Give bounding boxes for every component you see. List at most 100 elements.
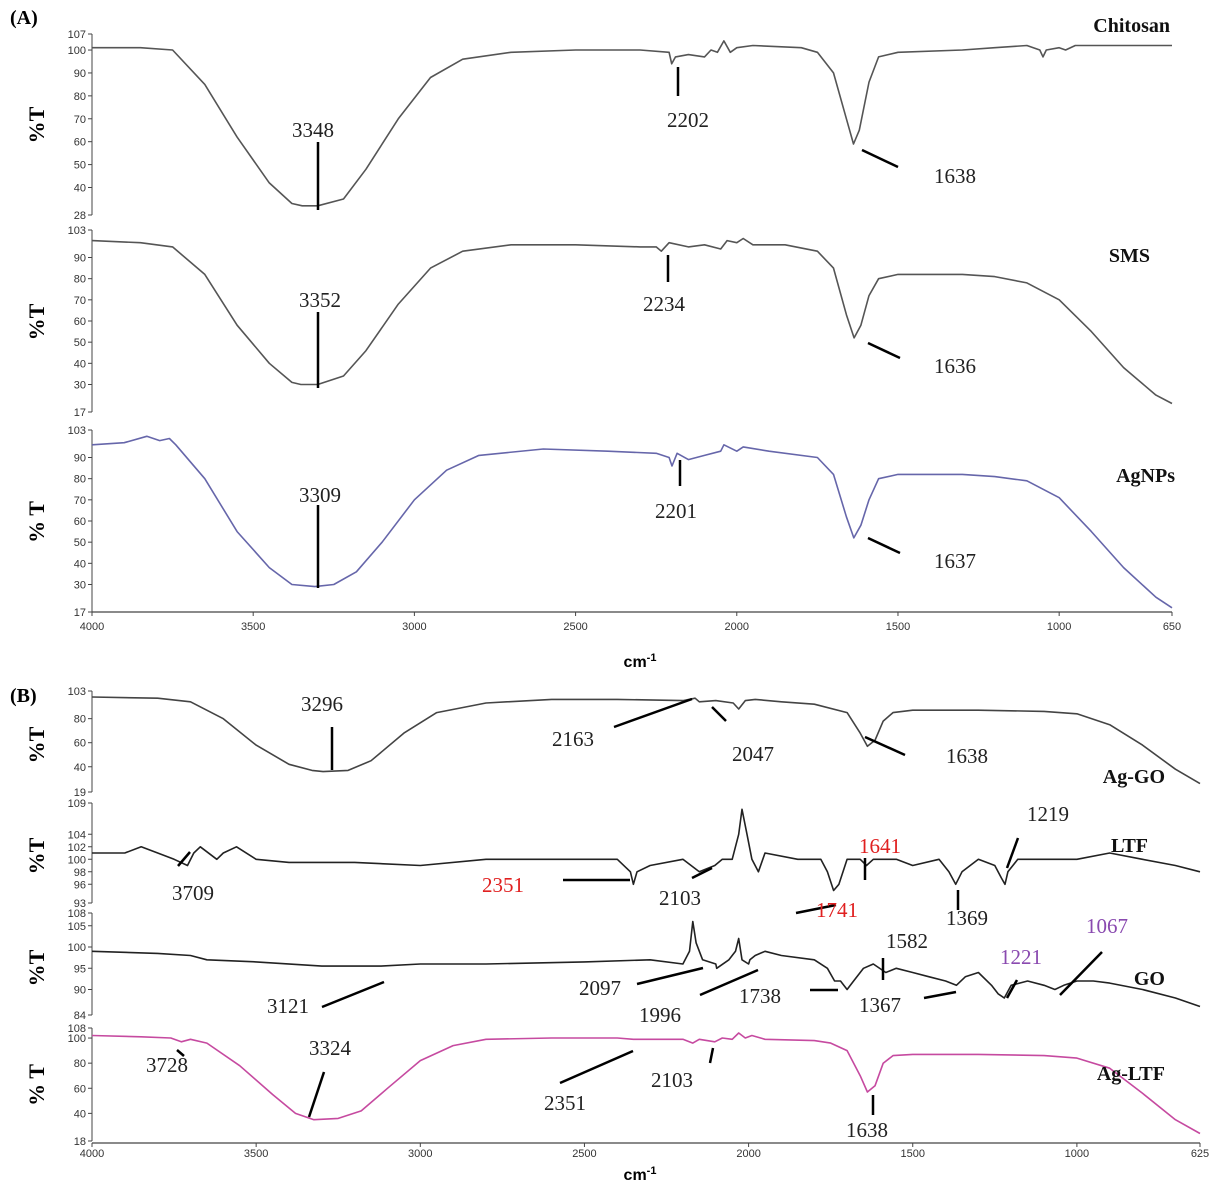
x-tick-label: 2500 (563, 621, 587, 633)
series-label: GO (1134, 968, 1165, 990)
peak-marker-line (559, 1049, 634, 1085)
y-tick-label: 98 (74, 867, 86, 879)
peak-label: 1219 (1027, 802, 1069, 826)
peak-marker-line (711, 706, 727, 722)
peak-label: 2103 (659, 886, 701, 910)
y-tick-label: 108 (68, 1023, 86, 1035)
y-tick-label: 70 (74, 295, 86, 307)
peak-marker-line (861, 148, 899, 169)
peak-marker-line (795, 903, 837, 915)
spectrum-line (91, 920, 1201, 1008)
peak-label: 2351 (544, 1091, 586, 1115)
y-tick-label: 17 (74, 407, 86, 419)
y-tick-label: 84 (74, 1010, 86, 1022)
y-tick-label: 17 (74, 607, 86, 619)
y-tick-label: 103 (68, 225, 86, 237)
y-tick-label: 70 (74, 114, 86, 126)
spectrum-line (91, 435, 1173, 609)
peak-marker-line (1005, 837, 1020, 869)
y-axis-label: %T (24, 106, 49, 143)
x-tick-label: 625 (1191, 1148, 1209, 1160)
peak-marker-line (864, 735, 906, 757)
y-tick-label: 100 (68, 942, 86, 954)
panel-label: (A) (10, 7, 38, 29)
x-tick-label: 3000 (408, 1148, 432, 1160)
peak-label: 1638 (934, 164, 976, 188)
peak-marker-line (321, 980, 385, 1009)
y-tick-label: 108 (68, 908, 86, 920)
y-tick-label: 80 (74, 91, 86, 103)
peak-label: 1996 (639, 1003, 681, 1027)
y-tick-label: 100 (68, 45, 86, 57)
series-sms: 103 90 80 70 60 50 40 30 17 %T SMS 3352 2234 1636 (24, 225, 1173, 419)
x-axis-label: cm-1 (624, 1165, 657, 1184)
peak-marker-line (923, 990, 957, 1000)
peak-label: 1638 (846, 1118, 888, 1142)
peak-marker-line (699, 968, 759, 997)
x-tick-label: 650 (1163, 621, 1181, 633)
y-tick-label: 80 (74, 1058, 86, 1070)
spectrum-line (91, 1032, 1201, 1135)
y-tick-label: 30 (74, 579, 86, 591)
y-tick-label: 50 (74, 337, 86, 349)
y-tick-label: 60 (74, 316, 86, 328)
peak-label: 1582 (886, 929, 928, 953)
peak-label: 3352 (299, 288, 341, 312)
y-tick-label: 90 (74, 68, 86, 80)
x-tick-label: 3000 (402, 621, 426, 633)
spectrum-line (91, 237, 1173, 405)
y-tick-label: 90 (74, 253, 86, 265)
peak-label: 2103 (651, 1068, 693, 1092)
peak-label: 2163 (552, 727, 594, 751)
y-tick-label: 105 (68, 921, 86, 933)
peak-marker-line (708, 1047, 715, 1064)
y-tick-label: 80 (74, 474, 86, 486)
series-chitosan: 107 100 90 80 70 60 50 40 28 %T Chitosan 3348 2202 16… (24, 15, 1172, 222)
x-tick-label: 2500 (572, 1148, 596, 1160)
y-tick-label: 96 (74, 879, 86, 891)
spectrum-line (92, 808, 1201, 892)
series-agnps: 103 90 80 70 60 50 40 30 17 % T AgNPs 3309 2201 1637 (24, 425, 1175, 619)
peak-label: 2234 (643, 292, 686, 316)
peak-marker-line (1005, 979, 1019, 999)
y-tick-label: 40 (74, 762, 86, 774)
peak-label: 2202 (667, 108, 709, 132)
peak-label: 1641 (859, 834, 901, 858)
peak-label: 1067 (1086, 914, 1128, 938)
x-tick-label: 2000 (725, 621, 749, 633)
peak-label: 3309 (299, 483, 341, 507)
y-tick-label: 30 (74, 379, 86, 391)
y-tick-label: 90 (74, 985, 86, 997)
y-tick-label: 40 (74, 558, 86, 570)
peak-label: 1738 (739, 984, 781, 1008)
x-tick-label: 3500 (241, 621, 265, 633)
y-tick-label: 93 (74, 898, 86, 910)
y-tick-label: 80 (74, 274, 86, 286)
peak-label: 3709 (172, 881, 214, 905)
y-tick-label: 107 (68, 29, 86, 41)
y-axis-label: %T (24, 726, 49, 763)
peak-marker-line (177, 851, 191, 867)
y-tick-label: 40 (74, 358, 86, 370)
y-tick-label: 60 (74, 516, 86, 528)
x-tick-label: 1000 (1065, 1148, 1089, 1160)
x-tick-label: 4000 (80, 621, 104, 633)
y-tick-label: 40 (74, 1108, 86, 1120)
x-tick-label: 1000 (1047, 621, 1071, 633)
peak-label: 2351 (482, 873, 524, 897)
peak-marker-line (176, 1049, 185, 1057)
peak-label: 1369 (946, 906, 988, 930)
y-tick-label: 103 (68, 686, 86, 698)
y-tick-label: 18 (74, 1136, 86, 1148)
series-ag-go: 103 80 60 40 19 %T Ag-GO 3296 2163 2047 1638 (24, 686, 1201, 799)
y-tick-label: 40 (74, 183, 86, 195)
peak-label: 2201 (655, 499, 697, 523)
series-label: AgNPs (1116, 465, 1175, 487)
peak-label: 1638 (946, 744, 988, 768)
series-label: Ag-GO (1103, 766, 1165, 788)
y-tick-label: 28 (74, 210, 86, 222)
